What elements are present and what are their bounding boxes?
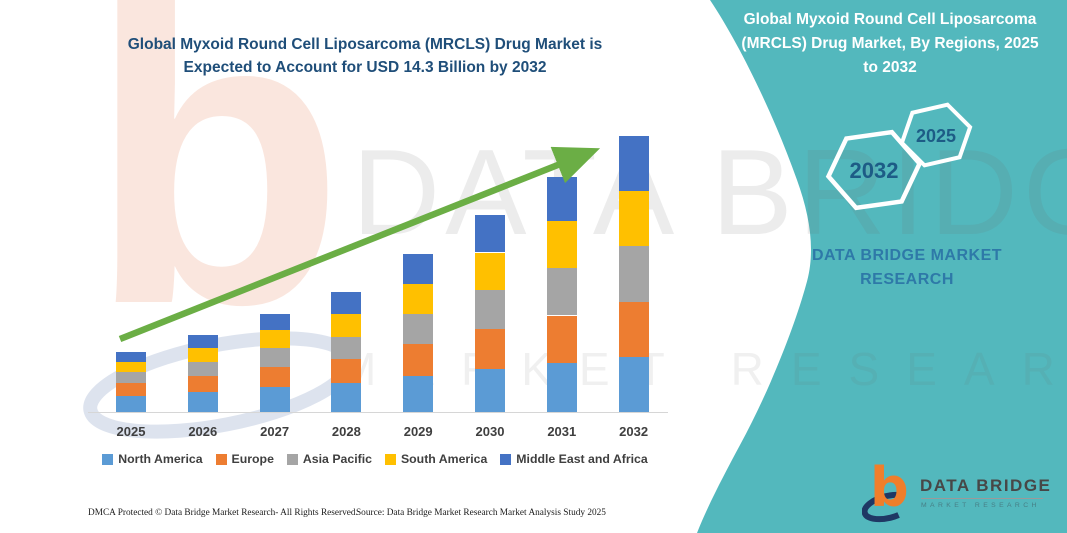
bar-segment bbox=[187, 391, 218, 412]
bar-segment bbox=[331, 383, 362, 412]
sidebar-title: Global Myxoid Round Cell Liposarcoma (MR… bbox=[741, 11, 1039, 77]
legend-item: Asia Pacific bbox=[286, 452, 372, 466]
bar-segment bbox=[331, 336, 362, 360]
bar-segment bbox=[546, 176, 577, 222]
legend-swatch bbox=[102, 453, 114, 465]
x-axis-label: 2025 bbox=[116, 424, 146, 439]
legend-item: North America bbox=[102, 452, 203, 466]
watermark-brand-large: DATA BRIDGE bbox=[352, 124, 1067, 260]
footer-dmca: DMCA Protected © Data Bridge Market Rese… bbox=[88, 508, 358, 518]
bar-segment bbox=[475, 252, 505, 290]
bar-segment bbox=[187, 334, 218, 348]
bar-segment bbox=[403, 253, 434, 284]
hexagon-2025 bbox=[899, 102, 973, 168]
legend-swatch bbox=[215, 453, 227, 465]
legend-swatch bbox=[286, 453, 298, 465]
bar-segment bbox=[403, 283, 434, 314]
x-axis-label: 2032 bbox=[619, 424, 649, 439]
logo-swoosh bbox=[862, 491, 915, 523]
hexagon-2025-outline bbox=[899, 102, 973, 168]
legend-item: Europe bbox=[215, 452, 274, 466]
chart-title: Global Myxoid Round Cell Liposarcoma (MR… bbox=[127, 36, 603, 77]
bar-segment bbox=[187, 375, 218, 392]
legend-swatch bbox=[384, 453, 396, 465]
bar-segment bbox=[546, 268, 577, 316]
bar-segment bbox=[187, 361, 218, 376]
forecast-hexagons: 2032 2025 bbox=[825, 102, 973, 211]
hexagon-2032-label: 2032 bbox=[850, 158, 899, 183]
legend-label: South America bbox=[400, 452, 488, 466]
bar-segment bbox=[259, 330, 290, 348]
watermark-brand-sub: MARKET RESEARCH bbox=[338, 343, 1067, 395]
legend-label: Europe bbox=[231, 452, 274, 466]
logo-divider bbox=[921, 498, 1043, 499]
hexagon-2032-outline bbox=[825, 129, 923, 211]
logo-brand-text: DATA BRIDGE bbox=[920, 476, 1052, 495]
bar-segment bbox=[116, 362, 146, 373]
logo-b-glyph: b bbox=[870, 458, 909, 519]
bar-segment bbox=[403, 313, 434, 344]
x-axis-line bbox=[88, 412, 668, 413]
bar-segment bbox=[546, 221, 577, 269]
legend-item: Middle East and Africa bbox=[500, 452, 648, 466]
legend-label: Middle East and Africa bbox=[516, 452, 648, 466]
bar-segment bbox=[618, 301, 649, 357]
logo-tagline: MARKET RESEARCH bbox=[921, 502, 1040, 509]
bar-segment bbox=[259, 347, 290, 367]
teal-panel-shape bbox=[697, 0, 1067, 533]
bar-segment bbox=[618, 356, 649, 412]
bar-segment bbox=[403, 375, 434, 412]
bar-segment bbox=[618, 136, 649, 192]
bar-segment bbox=[475, 368, 505, 412]
bar-segment bbox=[331, 313, 362, 337]
bar-segment bbox=[331, 292, 362, 314]
x-axis-label: 2029 bbox=[403, 424, 433, 439]
bar-segment bbox=[618, 191, 649, 247]
bar-segment bbox=[475, 329, 505, 369]
x-axis-label: 2028 bbox=[331, 424, 361, 439]
x-axis-label: 2026 bbox=[188, 424, 218, 439]
logo-b-icon: b bbox=[862, 458, 915, 523]
bar-segment bbox=[331, 359, 362, 384]
footer-source: Source: Data Bridge Market Research Mark… bbox=[356, 508, 606, 518]
sidebar-brand-text: DATA BRIDGE MARKET RESEARCH bbox=[811, 247, 1003, 288]
hexagon-2032 bbox=[825, 129, 923, 211]
legend-label: North America bbox=[118, 452, 203, 466]
legend: North America Europe Asia Pacific South Ame… bbox=[70, 452, 680, 466]
bar-segment bbox=[187, 347, 218, 362]
bar-segment bbox=[546, 362, 577, 412]
bar-segment bbox=[475, 290, 505, 330]
bar-segment bbox=[618, 246, 649, 302]
bar-segment bbox=[259, 313, 290, 331]
bar-segment bbox=[116, 372, 146, 384]
bar-segment bbox=[116, 383, 146, 396]
legend-label: Asia Pacific bbox=[302, 452, 372, 466]
bar-segment bbox=[475, 215, 505, 253]
watermark-logo-b: b bbox=[88, 0, 345, 392]
company-logo: b DATA BRIDGE MARKET RESEARCH bbox=[862, 458, 1062, 528]
bar-segment bbox=[259, 366, 290, 388]
x-axis-label: 2030 bbox=[475, 424, 505, 439]
trend-arrow-line bbox=[118, 146, 601, 343]
legend-item: South America bbox=[384, 452, 488, 466]
x-axis-label: 2031 bbox=[547, 424, 577, 439]
bar-segment bbox=[116, 395, 146, 412]
bar-segment bbox=[259, 387, 290, 412]
bar-segment bbox=[116, 352, 146, 363]
bar-segment bbox=[403, 343, 434, 376]
x-axis-label: 2027 bbox=[260, 424, 290, 439]
hexagon-2025-label: 2025 bbox=[916, 126, 956, 146]
legend-swatch bbox=[500, 453, 512, 465]
bar-segment bbox=[546, 315, 577, 363]
